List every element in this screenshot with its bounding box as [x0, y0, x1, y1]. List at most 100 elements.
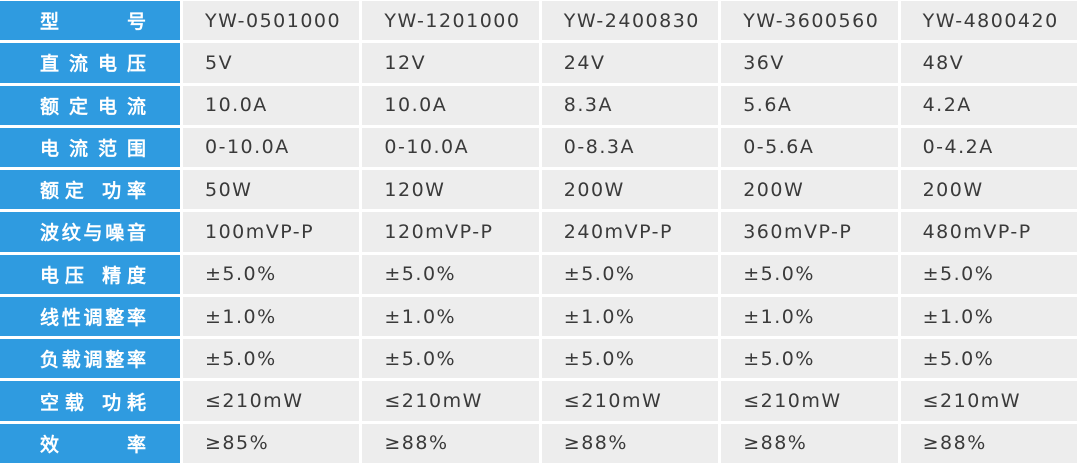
row-label: 线性调整率: [0, 296, 180, 337]
data-cell: ±1.0%: [541, 296, 719, 337]
data-cell-text: ±5.0%: [743, 347, 815, 370]
data-cell-text: 200W: [563, 178, 625, 201]
data-cell: YW-3600560: [721, 1, 898, 41]
data-cell: 240mVP-P: [541, 212, 719, 252]
data-cell: ±1.0%: [362, 296, 539, 337]
data-cell: ±5.0%: [541, 254, 719, 294]
row-label-text: 电压 精度: [40, 264, 146, 287]
data-cell: ±5.0%: [900, 254, 1077, 294]
data-cell: 0-10.0A: [362, 127, 539, 168]
data-cell: YW-4800420: [900, 1, 1077, 41]
row-label-text: 波纹与噪音: [40, 222, 146, 245]
data-cell: 0-4.2A: [900, 127, 1077, 168]
data-cell-text: YW-4800420: [922, 9, 1059, 32]
data-cell: 8.3A: [541, 85, 719, 125]
data-cell-text: 100mVP-P: [205, 220, 315, 243]
data-cell-text: ≥85%: [205, 432, 270, 455]
data-cell: YW-1201000: [362, 1, 539, 41]
data-cell: 480mVP-P: [900, 212, 1077, 252]
data-cell: ≥88%: [900, 423, 1077, 463]
data-cell: YW-2400830: [541, 1, 719, 41]
data-cell: 12V: [362, 43, 539, 83]
data-cell: ≤210mW: [900, 381, 1077, 421]
data-cell-text: 36V: [743, 51, 785, 74]
data-cell: ±1.0%: [721, 296, 898, 337]
data-cell-text: ≤210mW: [563, 390, 663, 413]
data-cell: 120W: [362, 170, 539, 210]
data-cell-text: 120mVP-P: [384, 220, 494, 243]
data-cell-text: ±1.0%: [922, 305, 995, 328]
data-cell: 5V: [183, 43, 360, 83]
data-cell: ±1.0%: [900, 296, 1077, 337]
data-cell-text: 5.6A: [743, 94, 793, 117]
data-cell-text: YW-2400830: [563, 9, 700, 32]
data-cell-text: ±5.0%: [922, 263, 995, 286]
data-cell: 4.2A: [900, 85, 1077, 125]
data-cell-text: ±1.0%: [205, 305, 277, 328]
data-cell: ±5.0%: [362, 339, 539, 379]
data-cell: 200W: [900, 170, 1077, 210]
data-cell-text: 200W: [922, 178, 984, 201]
row-label-text: 型 号: [40, 11, 146, 34]
data-cell-text: ≤210mW: [922, 390, 1022, 413]
data-cell-text: ±5.0%: [384, 347, 457, 370]
data-cell: ±1.0%: [183, 296, 360, 337]
data-cell: 50W: [183, 170, 360, 210]
data-cell: ±5.0%: [900, 339, 1077, 379]
data-cell-text: 50W: [205, 178, 253, 201]
data-cell-text: 48V: [922, 51, 965, 74]
data-cell: 5.6A: [721, 85, 898, 125]
data-cell: 0-8.3A: [541, 127, 719, 168]
data-cell: 36V: [721, 43, 898, 83]
data-cell: ≥88%: [541, 423, 719, 463]
data-cell: ±5.0%: [183, 254, 360, 294]
data-cell-text: YW-0501000: [205, 9, 342, 32]
data-cell-text: 240mVP-P: [563, 220, 673, 243]
row-label-text: 额定电流: [40, 95, 146, 118]
data-cell-text: 4.2A: [922, 94, 972, 117]
data-cell-text: ±1.0%: [563, 305, 636, 328]
data-cell: ≤210mW: [183, 381, 360, 421]
data-cell-text: 0-8.3A: [563, 136, 635, 159]
data-cell: 10.0A: [183, 85, 360, 125]
row-label-text: 额定 功率: [40, 180, 146, 203]
data-cell: ±5.0%: [541, 339, 719, 379]
data-cell-text: 10.0A: [384, 94, 448, 117]
data-cell-text: ±5.0%: [205, 263, 277, 286]
data-cell: ≤210mW: [721, 381, 898, 421]
data-cell: 200W: [721, 170, 898, 210]
data-cell-text: 480mVP-P: [922, 220, 1032, 243]
data-cell-text: ±1.0%: [743, 305, 815, 328]
row-label: 空载 功耗: [0, 381, 180, 421]
data-cell-text: 24V: [563, 51, 606, 74]
row-label: 额定电流: [0, 85, 180, 125]
data-cell: 24V: [541, 43, 719, 83]
row-label-text: 电流范围: [40, 137, 146, 160]
data-cell-text: 0-4.2A: [922, 136, 994, 159]
data-cell-text: 360mVP-P: [743, 220, 853, 243]
data-cell: ≥88%: [362, 423, 539, 463]
data-cell-text: 0-10.0A: [205, 136, 290, 159]
data-cell-text: ±5.0%: [205, 347, 277, 370]
row-label: 电流范围: [0, 127, 180, 168]
data-cell-text: 0-5.6A: [743, 136, 815, 159]
data-cell: ≥88%: [721, 423, 898, 463]
data-cell: ±5.0%: [721, 254, 898, 294]
data-cell-text: 5V: [205, 51, 234, 74]
data-cell-text: ≤210mW: [743, 390, 842, 413]
data-cell: ≥85%: [183, 423, 360, 463]
row-label-text: 负载调整率: [40, 349, 146, 372]
data-cell-text: 10.0A: [205, 94, 268, 117]
data-cell-text: 200W: [743, 178, 805, 201]
data-cell: 360mVP-P: [721, 212, 898, 252]
row-label: 波纹与噪音: [0, 212, 180, 252]
data-cell: 10.0A: [362, 85, 539, 125]
data-cell-text: YW-1201000: [384, 9, 521, 32]
data-cell: ≤210mW: [541, 381, 719, 421]
data-cell-text: ±5.0%: [563, 347, 636, 370]
row-label: 直流电压: [0, 43, 180, 83]
data-cell-text: ≥88%: [384, 432, 449, 455]
row-label-text: 空载 功耗: [40, 391, 146, 414]
data-cell: 0-10.0A: [183, 127, 360, 168]
